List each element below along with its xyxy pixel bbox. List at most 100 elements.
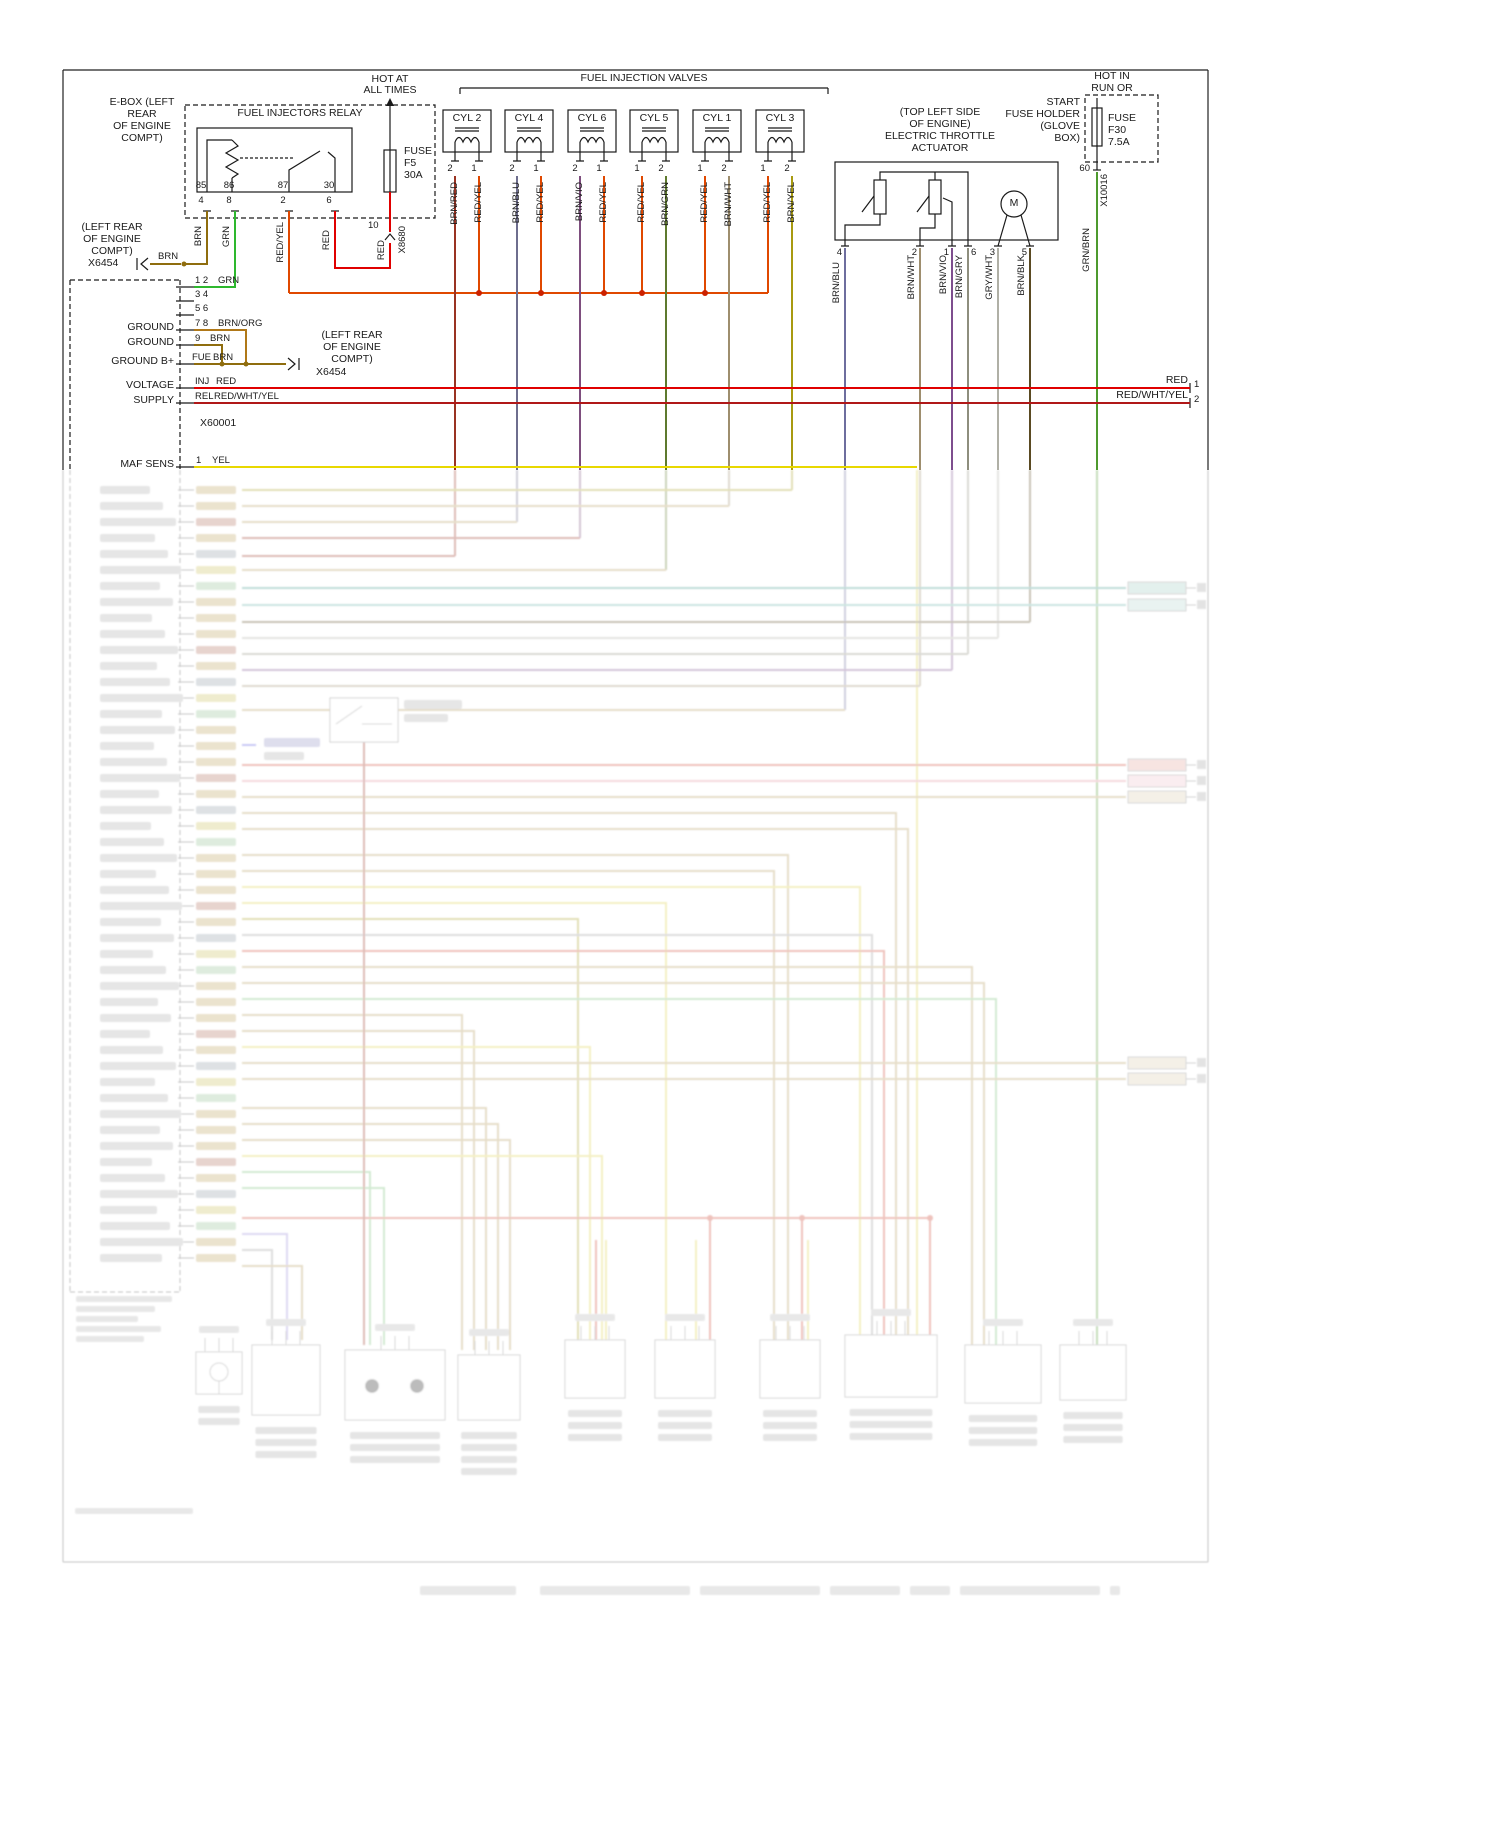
faded-wire-label bbox=[196, 854, 236, 862]
ecu-wire: BRN bbox=[213, 352, 234, 363]
faded-signal-label bbox=[100, 614, 152, 622]
faded-signal-label bbox=[100, 726, 175, 734]
wire-label-brn: BRN bbox=[158, 251, 179, 262]
wire-label-brn: BRN bbox=[193, 226, 204, 247]
faded-wire-label bbox=[196, 534, 236, 542]
relay-pin: 86 bbox=[223, 180, 235, 191]
faded-wire bbox=[242, 966, 973, 1345]
faded-detail bbox=[271, 1331, 301, 1345]
right-pin: 2 bbox=[1194, 394, 1200, 405]
wire-label: BRN/RED bbox=[449, 182, 460, 225]
cylinder-valve-symbols bbox=[442, 109, 805, 162]
faded-component-box bbox=[759, 1339, 821, 1399]
faded-wire-label bbox=[196, 502, 236, 510]
faded-signal-label bbox=[100, 1238, 183, 1246]
connector-x8680: X8680 bbox=[397, 226, 408, 254]
faded-wire-label bbox=[196, 550, 236, 558]
faded-wire-label bbox=[196, 598, 236, 606]
faded-detail bbox=[665, 1314, 705, 1321]
faded-component-label bbox=[849, 1433, 933, 1440]
faded-wire-label bbox=[196, 1238, 236, 1246]
faded-signal-label bbox=[100, 662, 157, 670]
hot-in-label: HOT IN bbox=[1094, 70, 1130, 82]
faded-wire-label bbox=[196, 662, 236, 670]
fuse-holder-label: (GLOVE bbox=[1040, 120, 1080, 132]
faded-detail bbox=[1197, 583, 1206, 592]
faded-detail bbox=[871, 1309, 911, 1316]
x6454-location: (LEFT REAR bbox=[321, 329, 383, 341]
ecu-pin: 5 6 bbox=[195, 303, 209, 314]
faded-component-label bbox=[350, 1444, 440, 1451]
relay-pin: 4 bbox=[198, 195, 204, 206]
faded-wire-label bbox=[196, 1222, 236, 1230]
ecu-wire: GRN bbox=[218, 275, 240, 286]
wire-label: BRN/WHT bbox=[906, 255, 917, 300]
faded-wire-label bbox=[196, 982, 236, 990]
faded-signal-label bbox=[100, 550, 168, 558]
faded-component-label bbox=[255, 1439, 317, 1446]
faded-component-label bbox=[763, 1434, 817, 1441]
faded-signal-label bbox=[100, 918, 161, 926]
faded-detail bbox=[770, 1314, 810, 1321]
cyl-pin: 1 bbox=[471, 163, 477, 174]
x6454-location: OF ENGINE bbox=[83, 233, 141, 245]
faded-wire-label bbox=[196, 518, 236, 526]
fuse-f30-rating: 7.5A bbox=[1108, 136, 1130, 148]
faded-signal-label bbox=[100, 646, 178, 654]
ecu-wire: YEL bbox=[212, 455, 230, 466]
diagram-border bbox=[62, 69, 1209, 470]
faded-signal-label bbox=[100, 1222, 170, 1230]
fuse-f5-rating: 30A bbox=[404, 169, 423, 181]
faded-relay-box bbox=[329, 697, 399, 743]
injection-valves-title: FUEL INJECTION VALVES bbox=[580, 72, 708, 84]
faded-footer-text bbox=[830, 1586, 900, 1595]
relay-pin: 87 bbox=[277, 180, 289, 191]
faded-component-label bbox=[849, 1421, 933, 1428]
faded-detail bbox=[1073, 1319, 1113, 1326]
faded-signal-label bbox=[100, 1030, 150, 1038]
throttle-pin: 5 bbox=[1021, 247, 1027, 258]
faded-detail bbox=[988, 1331, 1018, 1345]
ecu-connector-symbol bbox=[69, 279, 1191, 470]
faded-signal-label bbox=[100, 1014, 171, 1022]
cyl-pin: 1 bbox=[760, 163, 766, 174]
faded-detail bbox=[983, 1319, 1023, 1326]
faded-wire bbox=[242, 812, 897, 1335]
faded-footer-text bbox=[420, 1586, 516, 1595]
cyl-title: CYL 4 bbox=[514, 112, 544, 124]
faded-component-label bbox=[658, 1422, 712, 1429]
faded-component-label bbox=[568, 1410, 622, 1417]
faded-signal-label bbox=[100, 1078, 155, 1086]
fuse-f30-symbol bbox=[1084, 94, 1159, 171]
ecu-junction-dots bbox=[219, 361, 249, 367]
faded-wire bbox=[242, 1014, 463, 1350]
faded-component-label bbox=[568, 1422, 622, 1429]
faded-wire bbox=[242, 1107, 487, 1350]
faded-wire-label bbox=[196, 934, 236, 942]
relay-title: FUEL INJECTORS RELAY bbox=[237, 107, 363, 119]
ecu-pin: 3 4 bbox=[195, 289, 209, 300]
cyl-pin: 2 bbox=[447, 163, 453, 174]
cyl-title: CYL 1 bbox=[702, 112, 732, 124]
throttle-pin: 3 bbox=[989, 247, 995, 258]
faded-wire bbox=[242, 1139, 511, 1350]
faded-component-label bbox=[461, 1444, 517, 1451]
faded-signal-label bbox=[100, 1062, 176, 1070]
faded-wire-label bbox=[196, 1078, 236, 1086]
faded-signal-label bbox=[100, 1142, 173, 1150]
ebox-label: E-BOX (LEFT bbox=[109, 96, 175, 108]
connector-x6454: X6454 bbox=[88, 257, 119, 269]
relay-pin: 6 bbox=[326, 195, 332, 206]
ecu-pin: 1 2 bbox=[195, 275, 209, 286]
faded-component-box bbox=[844, 1334, 938, 1398]
wire-label: BRN/BLU bbox=[511, 182, 522, 224]
faded-wire-label bbox=[196, 582, 236, 590]
faded-signal-label bbox=[100, 1110, 181, 1118]
faded-detail bbox=[76, 1316, 138, 1322]
faded-signal-label bbox=[100, 1206, 157, 1214]
faded-signal-label bbox=[100, 886, 169, 894]
faded-right-label bbox=[1127, 581, 1187, 595]
ecu-pin: FUE bbox=[192, 352, 211, 363]
hot-in-label: START bbox=[1046, 96, 1080, 108]
